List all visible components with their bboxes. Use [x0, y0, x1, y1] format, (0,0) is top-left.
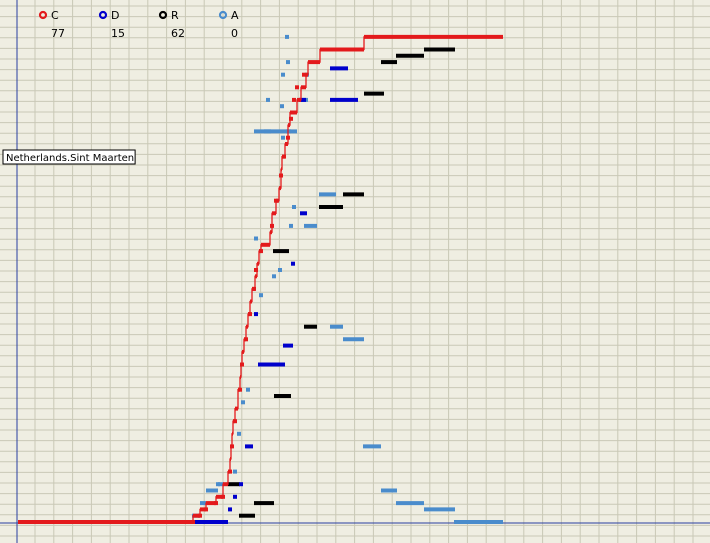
series-A-point [259, 293, 263, 298]
legend-marker-R [158, 10, 168, 20]
legend-count-R: 62 [171, 27, 185, 40]
series-C-point [289, 116, 293, 121]
series-C-point [292, 97, 296, 102]
legend-count-C: 77 [51, 27, 65, 40]
series-A-point [280, 104, 284, 109]
series-A-point [241, 400, 245, 405]
series-A-point [246, 387, 250, 392]
series-A-point [233, 469, 237, 474]
series-A-point [254, 236, 258, 241]
series-A-point [216, 482, 220, 487]
series-A-point [286, 60, 290, 65]
series-A-point [278, 268, 282, 272]
series-A-point [281, 72, 285, 77]
series-A-point [292, 205, 296, 209]
series-D-point [291, 261, 295, 266]
series-A-point [289, 223, 293, 228]
legend-label-C: C [51, 9, 59, 22]
legend-item-R: R 62 [158, 9, 185, 40]
series-A-point [281, 135, 285, 140]
series-A-point [266, 97, 270, 102]
series-A [192, 34, 503, 524]
legend-item-D: D 15 [98, 9, 125, 40]
series-D [193, 47, 364, 524]
series-D-point [233, 494, 237, 499]
series-A-point [285, 34, 289, 39]
series-C-line [18, 36, 503, 523]
legend-item-A: A0 [218, 9, 239, 40]
hover-label-text: Netherlands.Sint Maarten [6, 153, 134, 164]
legend-marker-A [218, 10, 228, 20]
legend-count-D: 15 [111, 27, 125, 40]
legend-item-C: C 77 [38, 9, 65, 40]
series-layer [18, 34, 503, 524]
legend-marker-C [38, 10, 48, 20]
series-R-point [254, 501, 258, 506]
series-C-point [254, 268, 258, 272]
series-R [228, 47, 455, 518]
legend-count-A: 0 [231, 27, 238, 40]
legend-label-R: R [171, 9, 179, 22]
series-A-point [272, 274, 276, 279]
series-C-point [295, 85, 299, 90]
series-C-point [302, 72, 306, 77]
hover-label: Netherlands.Sint Maarten [2, 149, 136, 165]
hover-label-box [2, 149, 136, 165]
legend-marker-D [98, 10, 108, 20]
series-D-point [254, 312, 258, 317]
series-A-point [237, 431, 241, 436]
legend-label-D: D [111, 9, 119, 22]
legend-label-A: A [231, 9, 239, 22]
